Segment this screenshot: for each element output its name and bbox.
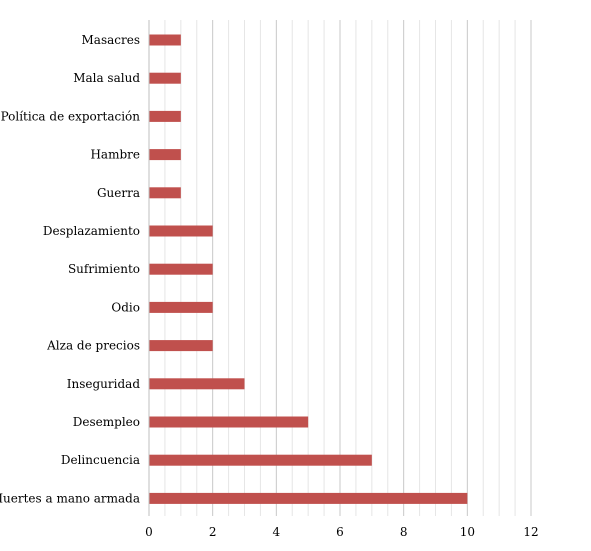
bars (149, 34, 468, 504)
x-tick-label: 10 (460, 525, 475, 539)
category-label: Mala salud (73, 71, 140, 85)
x-tick-label: 4 (273, 525, 281, 539)
category-label: Odio (111, 300, 140, 314)
bar (149, 225, 213, 237)
bar (149, 263, 213, 275)
bar (149, 340, 213, 352)
category-label: Desplazamiento (43, 224, 140, 238)
category-label: Guerra (97, 186, 140, 200)
bar (149, 34, 181, 46)
x-tick-label: 12 (523, 525, 538, 539)
bar (149, 110, 181, 122)
bar (149, 492, 468, 504)
bar (149, 72, 181, 84)
category-label: Masacres (82, 33, 140, 47)
bar (149, 187, 181, 199)
category-label: Alza de precios (46, 339, 140, 353)
x-tick-labels: 0 2 4 6 8 10 12 (145, 525, 538, 539)
bar (149, 378, 245, 390)
grid-lines (164, 20, 532, 516)
x-tick-label: 2 (209, 525, 217, 539)
category-label: Sufrimiento (68, 262, 140, 276)
bar (149, 149, 181, 161)
bar (149, 454, 372, 466)
bar (149, 416, 309, 428)
category-label: Muertes a mano armada (0, 491, 140, 505)
category-label: Delincuencia (61, 453, 140, 467)
bar (149, 301, 213, 313)
x-tick-label: 0 (145, 525, 153, 539)
x-tick-label: 6 (336, 525, 344, 539)
x-tick-label: 8 (400, 525, 408, 539)
category-label: Desempleo (73, 415, 140, 429)
category-label: Hambre (90, 148, 140, 162)
category-label: Inseguridad (67, 377, 141, 391)
category-labels: Masacres Mala salud Política de exportació… (0, 33, 140, 505)
category-label: Política de exportación (1, 109, 141, 123)
